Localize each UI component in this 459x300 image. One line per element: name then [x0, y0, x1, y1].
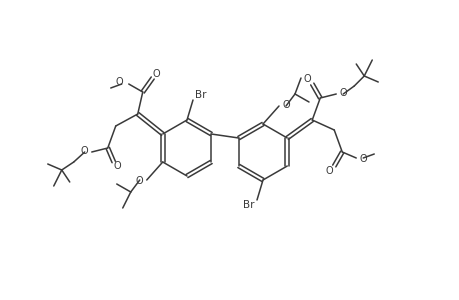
Text: Br: Br [243, 200, 254, 210]
Text: O: O [325, 166, 332, 176]
Text: O: O [339, 88, 346, 98]
Text: O: O [281, 100, 289, 110]
Text: Br: Br [195, 90, 206, 100]
Text: O: O [114, 161, 121, 171]
Text: O: O [136, 176, 143, 186]
Text: O: O [81, 146, 89, 156]
Text: O: O [116, 77, 123, 87]
Text: O: O [152, 69, 160, 79]
Text: O: O [303, 74, 310, 84]
Text: O: O [358, 154, 366, 164]
